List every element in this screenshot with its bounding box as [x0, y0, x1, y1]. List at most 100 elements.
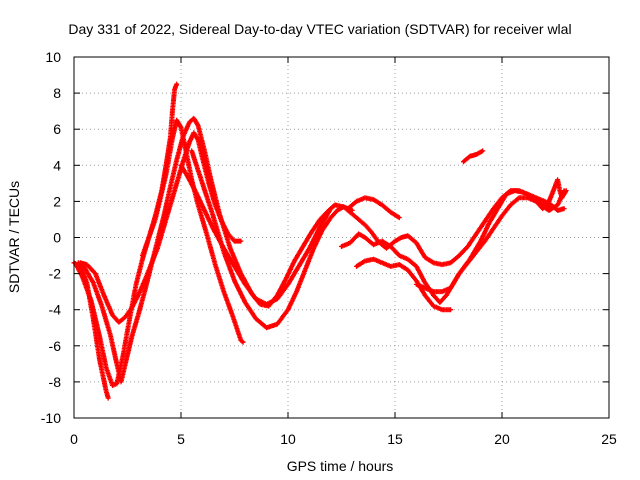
data-point: [241, 341, 245, 344]
data-point: [541, 207, 544, 210]
y-tick-label: -10: [41, 410, 61, 426]
data-point: [175, 82, 178, 86]
data-point: [370, 230, 373, 234]
data-point: [492, 207, 495, 210]
data-point: [488, 221, 491, 225]
data-point: [229, 247, 232, 250]
series-arc-11: [413, 188, 567, 295]
data-point: [79, 261, 82, 264]
data-point: [481, 149, 484, 153]
data-point: [492, 227, 495, 230]
series-arc-9: [345, 195, 402, 221]
data-point: [475, 153, 478, 156]
data-point: [372, 198, 375, 201]
data-point: [188, 140, 191, 143]
data-point: [92, 281, 95, 284]
data-point: [100, 304, 104, 308]
x-tick-label: 5: [177, 431, 185, 447]
data-point: [192, 117, 195, 120]
data-point: [196, 138, 200, 142]
data-point: [211, 227, 215, 230]
y-tick-label: 4: [53, 157, 61, 173]
data-point: [466, 245, 469, 248]
data-point: [556, 209, 559, 212]
data-point: [233, 279, 236, 282]
data-point: [301, 245, 305, 248]
data-point: [284, 277, 288, 281]
data-point: [164, 164, 168, 167]
y-tick-label: 10: [45, 49, 61, 65]
y-tick-label: 6: [53, 121, 61, 137]
data-point: [560, 196, 564, 199]
data-point: [196, 124, 200, 127]
data-point: [423, 294, 427, 297]
data-point: [423, 256, 427, 259]
x-tick-label: 20: [494, 431, 510, 447]
data-point: [340, 245, 343, 248]
data-point: [385, 247, 388, 250]
data-point: [321, 229, 324, 232]
data-point: [357, 232, 360, 236]
data-point: [254, 297, 258, 301]
data-point: [526, 193, 529, 196]
data-point: [175, 119, 178, 122]
data-point: [179, 126, 183, 129]
data-point: [318, 225, 322, 228]
data-point: [496, 207, 499, 210]
data-point: [509, 203, 512, 207]
data-point: [160, 189, 163, 192]
data-point: [169, 185, 172, 189]
data-point: [483, 239, 487, 243]
data-point: [169, 203, 172, 207]
grid-lines: [74, 57, 609, 418]
data-point: [423, 286, 427, 290]
data-point: [458, 254, 461, 257]
data-point: [137, 313, 140, 317]
data-point: [130, 335, 133, 338]
y-tick-label: 8: [53, 85, 61, 101]
data-point: [381, 261, 384, 264]
data-point: [111, 313, 114, 317]
data-point: [286, 308, 290, 311]
data-point: [295, 290, 298, 293]
data-point: [393, 239, 397, 243]
data-point: [318, 218, 322, 221]
data-point: [415, 241, 418, 245]
data-point: [329, 207, 332, 210]
data-point: [175, 182, 178, 185]
data-point: [398, 263, 401, 266]
data-point: [222, 290, 225, 293]
data-point: [141, 254, 144, 257]
data-point: [115, 362, 119, 366]
data-point: [556, 178, 559, 181]
data-point: [547, 200, 551, 203]
chart-title: Day 331 of 2022, Sidereal Day-to-day VTE…: [68, 21, 571, 37]
data-point: [381, 239, 384, 243]
data-point: [522, 191, 525, 194]
data-point: [293, 259, 296, 263]
data-point: [104, 366, 108, 369]
x-tick-label: 15: [387, 431, 403, 447]
data-point: [128, 317, 131, 320]
data-point: [130, 306, 133, 310]
data-point: [438, 301, 442, 304]
data-point: [372, 243, 375, 246]
data-point: [286, 283, 290, 286]
data-point: [244, 283, 247, 286]
data-point: [169, 137, 172, 140]
data-point: [74, 263, 78, 266]
data-point: [312, 247, 315, 250]
data-point: [449, 286, 452, 290]
data-point: [400, 236, 403, 239]
data-point: [171, 110, 174, 113]
data-point: [194, 191, 198, 194]
data-point: [94, 272, 97, 275]
data-point: [363, 196, 367, 199]
data-point: [89, 299, 93, 302]
data-point: [513, 189, 516, 192]
data-point: [205, 232, 208, 236]
data-point: [111, 384, 114, 387]
data-point: [102, 294, 106, 297]
data-point: [239, 339, 243, 342]
